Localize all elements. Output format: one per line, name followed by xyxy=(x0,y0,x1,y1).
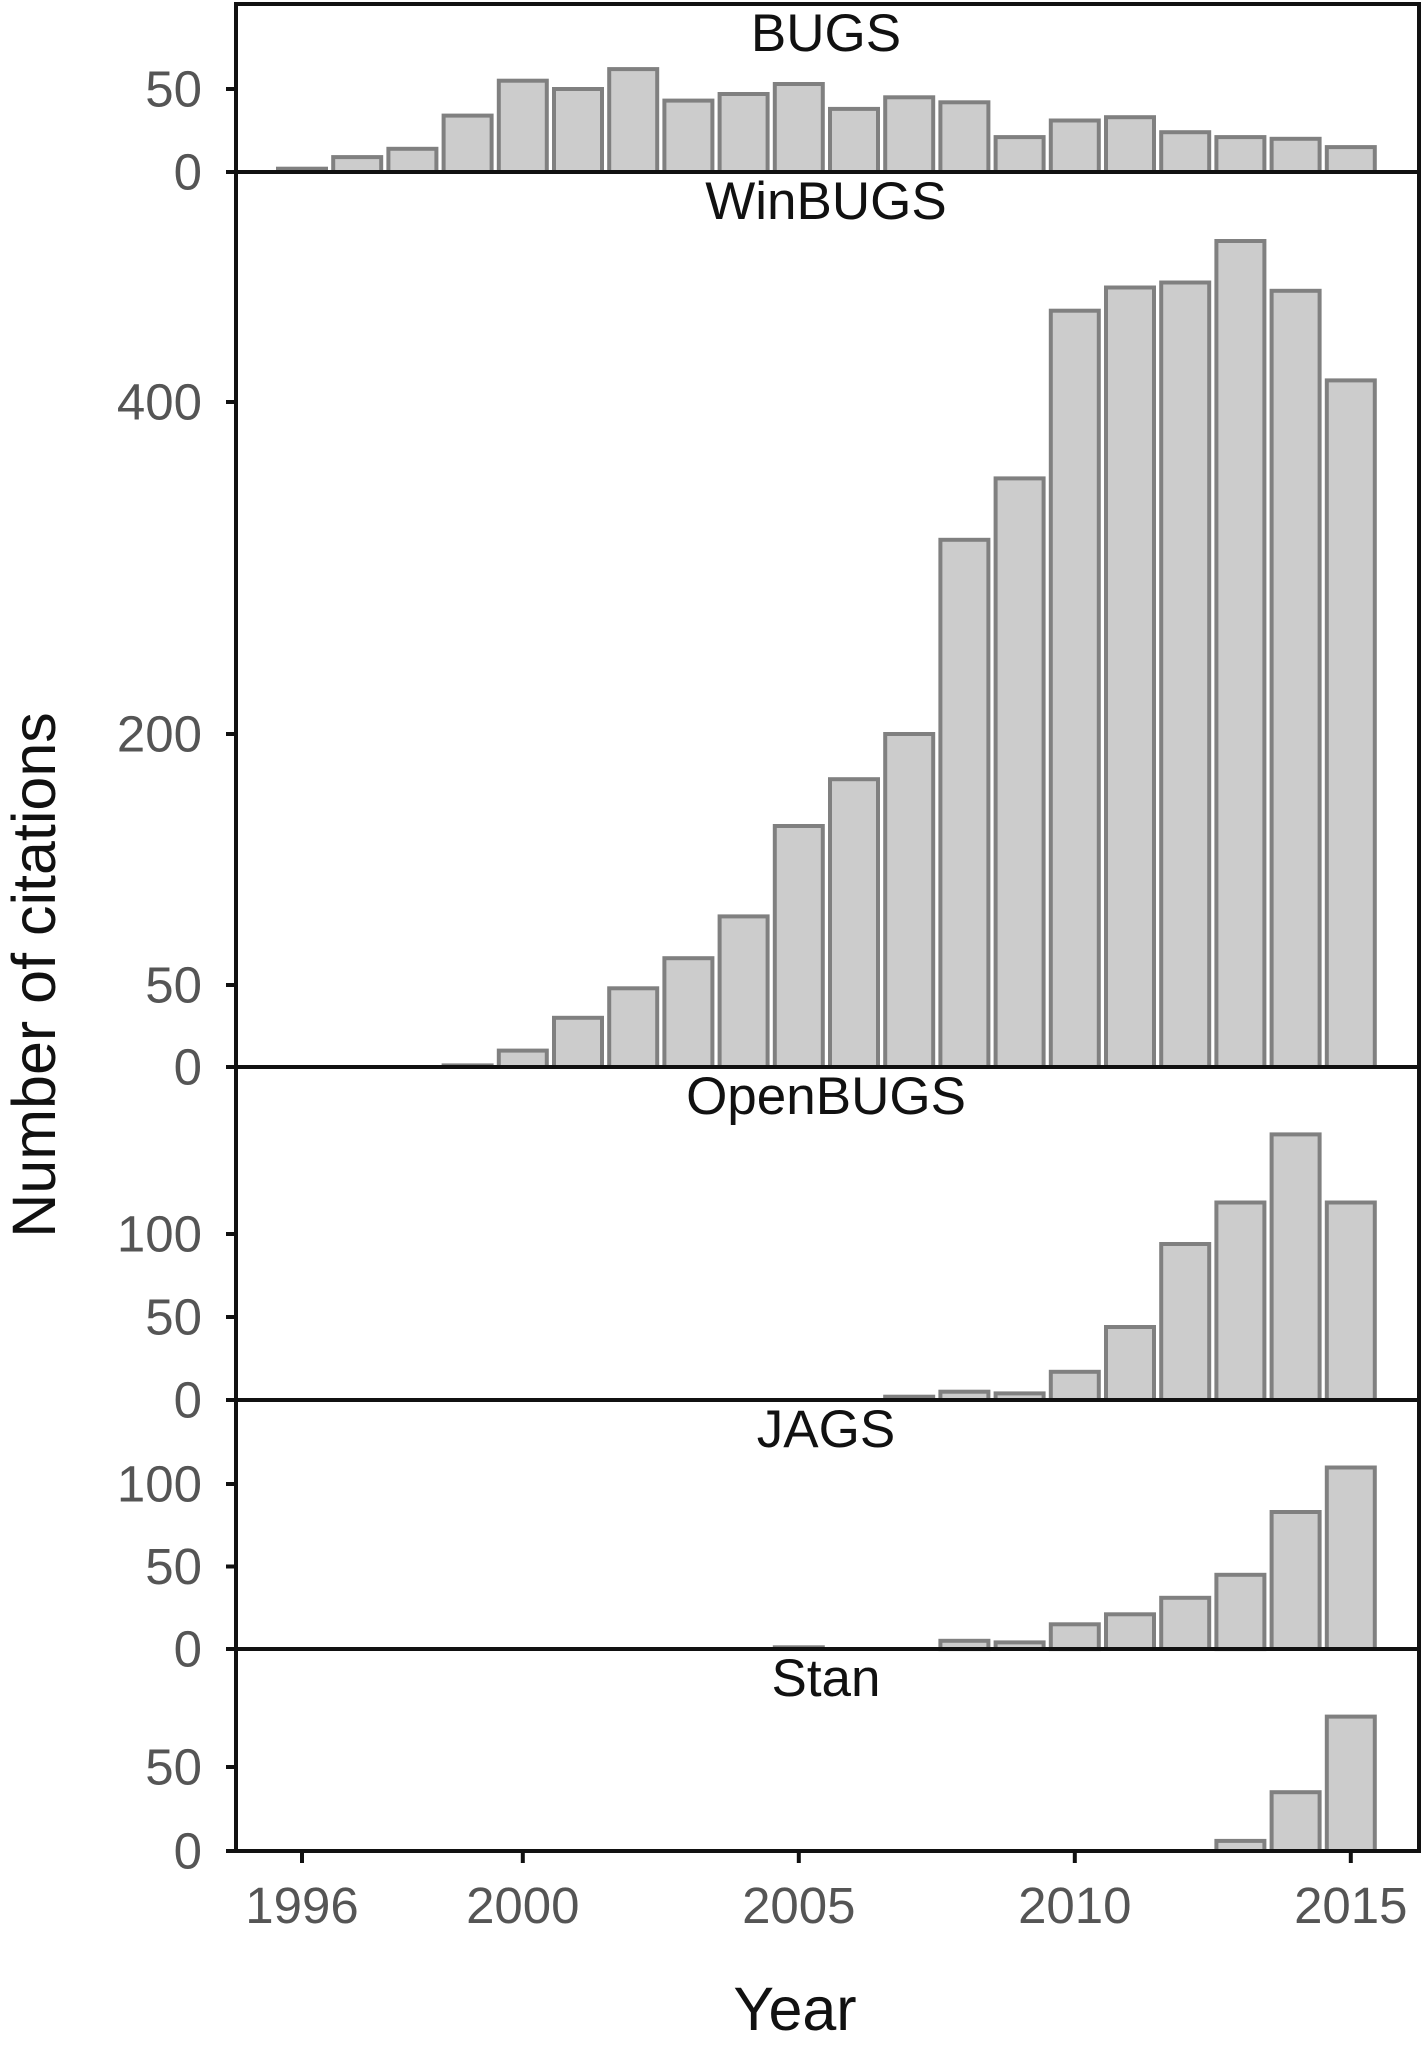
bar-bugs-2000 xyxy=(496,78,549,174)
panel-title: BUGS xyxy=(751,4,901,63)
panel-frame xyxy=(234,1647,1421,1853)
bar-jags-2014 xyxy=(1269,1510,1322,1651)
bar-openbugs-2013 xyxy=(1214,1200,1267,1402)
panel-title: WinBUGS xyxy=(705,172,946,231)
bar-bugs-2009 xyxy=(993,135,1046,175)
x-axis-title: Year xyxy=(733,1975,856,2043)
bar-winbugs-2009 xyxy=(993,476,1046,1069)
bar-bugs-2007 xyxy=(883,95,936,174)
y-tick-label: 50 xyxy=(145,61,202,118)
x-tick-label: 2005 xyxy=(742,1877,855,1934)
bar-bugs-2010 xyxy=(1048,118,1101,174)
bar-stan-2014 xyxy=(1269,1790,1322,1853)
bar-bugs-2013 xyxy=(1214,135,1267,175)
bar-jags-2012 xyxy=(1159,1595,1212,1652)
y-tick-label: 0 xyxy=(174,1372,202,1429)
bar-jags-2010 xyxy=(1048,1622,1101,1652)
y-tick-label: 100 xyxy=(117,1456,202,1513)
x-tick-label: 2010 xyxy=(1018,1877,1131,1934)
bar-winbugs-2002 xyxy=(607,986,660,1069)
y-tick-label: 50 xyxy=(145,1289,202,1346)
x-tick-label: 1996 xyxy=(245,1877,358,1934)
bar-winbugs-2015 xyxy=(1324,378,1377,1069)
bar-bugs-1999 xyxy=(441,113,494,174)
bar-bugs-2005 xyxy=(772,82,825,174)
x-axis: 1996 2000 2005 2010 2015 xyxy=(245,1851,1408,1934)
bar-stan-2015 xyxy=(1324,1714,1377,1853)
bar-openbugs-2012 xyxy=(1159,1242,1212,1402)
y-tick-label: 0 xyxy=(174,1621,202,1678)
panel-title: Stan xyxy=(771,1649,880,1708)
bar-bugs-2004 xyxy=(717,92,770,174)
bar-openbugs-2014 xyxy=(1269,1132,1322,1403)
bar-winbugs-2004 xyxy=(717,914,770,1070)
bar-winbugs-2006 xyxy=(828,777,880,1069)
y-tick-label: 100 xyxy=(117,1206,202,1263)
bar-winbugs-2001 xyxy=(552,1015,604,1069)
bar-winbugs-2011 xyxy=(1104,285,1156,1069)
bar-bugs-2008 xyxy=(938,100,991,174)
bar-bugs-2011 xyxy=(1104,115,1156,174)
x-tick-label: 2000 xyxy=(466,1877,579,1934)
bar-winbugs-2014 xyxy=(1269,288,1322,1069)
bar-winbugs-2000 xyxy=(496,1048,549,1069)
panel-bugs: 0 50 BUGS xyxy=(145,2,1421,201)
x-tick-label: 2015 xyxy=(1294,1877,1407,1934)
y-tick-label: 50 xyxy=(145,957,202,1014)
y-tick-label: 50 xyxy=(145,1538,202,1595)
bar-openbugs-2010 xyxy=(1048,1369,1101,1403)
y-tick-label: 0 xyxy=(174,144,202,201)
bar-winbugs-2007 xyxy=(883,732,936,1069)
panel-winbugs: 0 50 200 400 WinBUGS xyxy=(117,170,1421,1096)
bar-bugs-2001 xyxy=(552,87,604,174)
bar-bugs-2012 xyxy=(1159,130,1212,174)
bar-openbugs-2015 xyxy=(1324,1200,1377,1402)
bar-winbugs-2010 xyxy=(1048,308,1101,1069)
bar-winbugs-2013 xyxy=(1214,239,1267,1069)
bar-jags-2013 xyxy=(1214,1572,1267,1652)
panel-jags: 0 50 100 JAGS xyxy=(117,1398,1421,1678)
bar-jags-2015 xyxy=(1324,1465,1377,1651)
bar-bugs-2006 xyxy=(828,106,880,174)
bar-bugs-2003 xyxy=(662,98,715,174)
bar-winbugs-2008 xyxy=(938,537,991,1069)
y-axis-title: Number of citations xyxy=(0,712,68,1238)
y-tick-label: 0 xyxy=(174,1823,202,1880)
panel-title: JAGS xyxy=(757,1400,895,1459)
bar-openbugs-2011 xyxy=(1104,1325,1156,1402)
bar-bugs-2002 xyxy=(607,67,660,174)
bar-bugs-1997 xyxy=(331,155,384,175)
panel-title: OpenBUGS xyxy=(686,1067,966,1126)
panel-stan: 0 50 Stan xyxy=(145,1647,1421,1880)
bar-bugs-1998 xyxy=(386,146,439,175)
bar-winbugs-2003 xyxy=(662,956,715,1070)
bar-winbugs-2012 xyxy=(1159,280,1212,1069)
y-tick-label: 400 xyxy=(117,374,202,431)
bar-winbugs-2005 xyxy=(772,824,825,1069)
panel-openbugs: 0 50 100 OpenBUGS xyxy=(117,1065,1421,1429)
y-tick-label: 200 xyxy=(117,706,202,763)
bar-bugs-2014 xyxy=(1269,136,1322,175)
bar-bugs-2015 xyxy=(1324,145,1377,175)
y-tick-label: 50 xyxy=(145,1739,202,1796)
y-tick-label: 0 xyxy=(174,1039,202,1096)
bar-jags-2011 xyxy=(1104,1612,1156,1652)
